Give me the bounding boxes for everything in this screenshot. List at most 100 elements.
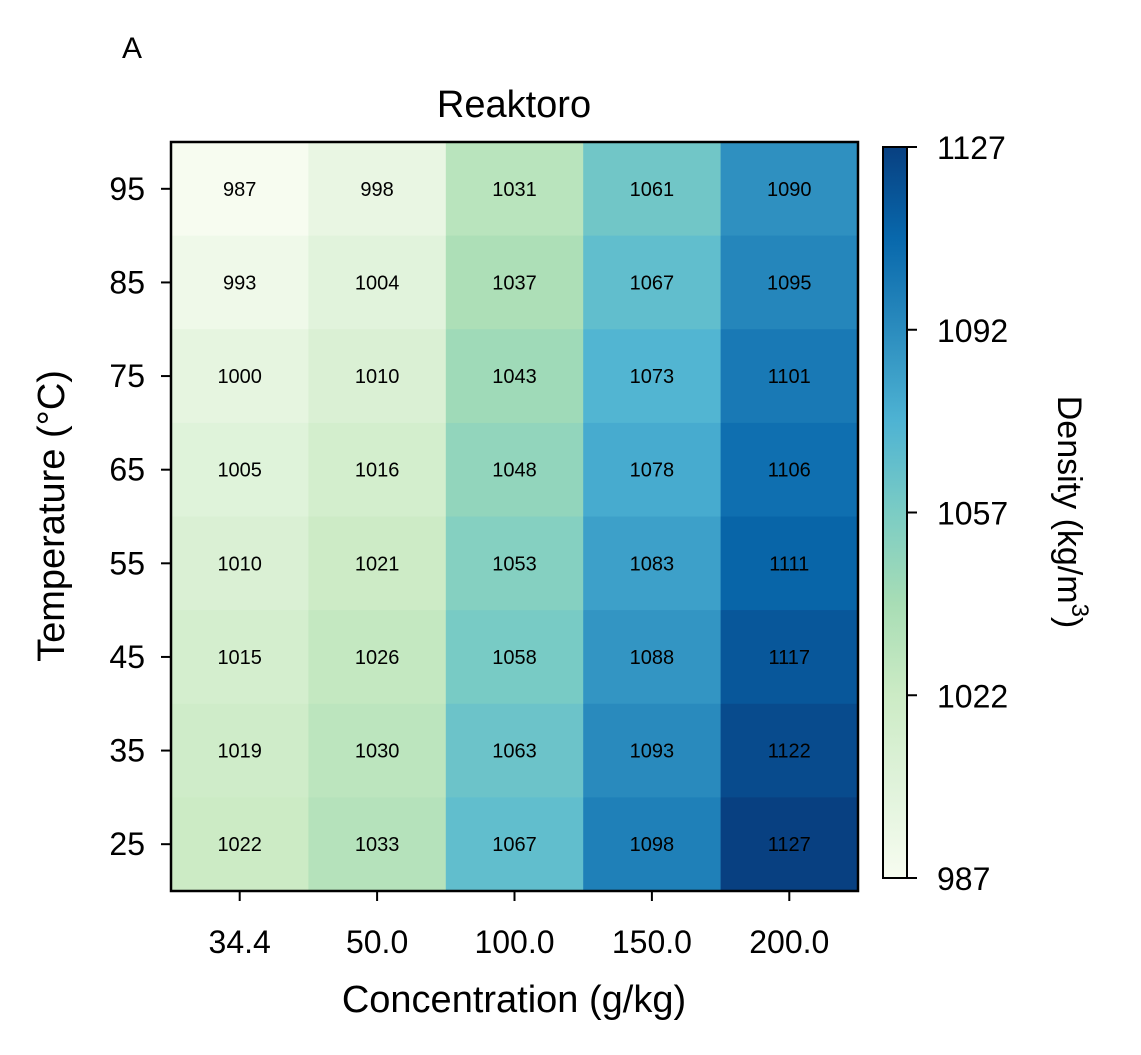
heatmap-cell (171, 235, 309, 330)
colorbar-label-superscript: 3 (1066, 604, 1093, 617)
heatmap-cell (171, 329, 309, 424)
cell-value-label: 1117 (769, 647, 811, 669)
cell-value-label: 1122 (768, 741, 811, 763)
colorbar-tick-label: 1092 (937, 313, 1008, 349)
cell-value-label: 993 (223, 272, 256, 294)
heatmap-cell (720, 703, 859, 798)
cell-value-label: 1078 (630, 460, 675, 482)
cell-value-label: 1004 (355, 272, 400, 294)
cell-value-label: 998 (360, 179, 393, 201)
cell-value-label: 1019 (217, 741, 262, 763)
heatmap-cell (583, 703, 722, 798)
heatmap-cell (720, 235, 859, 330)
x-tick-label: 150.0 (612, 924, 692, 960)
colorbar-tick-label: 1022 (937, 678, 1008, 714)
heatmap-cell (308, 329, 447, 424)
cell-value-label: 1037 (492, 272, 537, 294)
heatmap-cell (445, 610, 584, 705)
heatmap-cell (583, 142, 722, 237)
cell-value-label: 1010 (217, 553, 262, 575)
y-tick-label: 35 (109, 733, 145, 769)
heatmap-cell (171, 797, 309, 892)
heatmap-cell (720, 142, 859, 237)
heatmap-cell (308, 235, 447, 330)
cell-value-label: 1010 (355, 366, 400, 388)
heatmap-cell (583, 235, 722, 330)
colorbar-label-main: Density (kg/m (1050, 396, 1088, 604)
heatmap-cell (308, 422, 447, 518)
cell-value-label: 1063 (492, 741, 537, 763)
heatmap-cell (720, 422, 859, 518)
heatmap-cell (308, 703, 447, 798)
colorbar (882, 146, 908, 879)
chart-title: Reaktoro (437, 84, 591, 126)
heatmap-cell (308, 142, 447, 237)
cell-value-label: 1022 (217, 834, 262, 856)
cell-value-label: 1005 (217, 460, 262, 482)
cell-value-label: 1101 (768, 366, 811, 388)
heatmap-cell (445, 235, 584, 330)
heatmap-cell (583, 422, 722, 518)
colorbar-ticks: 1127 1092 1057 1022 987 (907, 130, 1008, 897)
x-tick-label: 50.0 (346, 924, 408, 960)
heatmap-cell (720, 610, 859, 705)
panel-label: A (122, 32, 142, 65)
x-tick-label: 200.0 (749, 924, 829, 960)
cell-value-label: 1127 (768, 834, 811, 856)
heatmap-cell (445, 703, 584, 798)
heatmap-cell-labels: 987 998 1031 1061 1090 993 1004 1037 1067 1095 100… (217, 179, 811, 856)
heatmap-cell (720, 516, 859, 611)
cell-value-label: 1048 (492, 460, 537, 482)
cell-value-label: 1090 (767, 179, 812, 201)
cell-value-label: 987 (223, 179, 256, 201)
heatmap-cell (583, 610, 722, 705)
cell-value-label: 1026 (355, 647, 400, 669)
cell-value-label: 1067 (492, 834, 537, 856)
colorbar-tick-label: 987 (937, 861, 990, 897)
heatmap-cell (308, 516, 447, 611)
heatmap-cell (583, 329, 722, 424)
y-tick-label: 85 (109, 264, 145, 300)
heatmap-cell (720, 797, 859, 892)
x-tick-label: 100.0 (474, 924, 554, 960)
heatmap-cell (308, 797, 447, 892)
heatmap-cell (720, 329, 859, 424)
y-tick-label: 45 (109, 639, 145, 675)
cell-value-label: 1088 (630, 647, 675, 669)
heatmap-cell (171, 142, 309, 237)
x-axis-ticks: 34.4 50.0 100.0 150.0 200.0 (209, 891, 829, 960)
heatmap-cell (445, 142, 584, 237)
heatmap-cell (583, 797, 722, 892)
y-tick-label: 65 (109, 452, 145, 488)
colorbar-label-close: ) (1050, 617, 1088, 628)
y-tick-label: 95 (109, 171, 145, 207)
heatmap-cell (445, 797, 584, 892)
cell-value-label: 1083 (630, 553, 675, 575)
heatmap-cells (171, 142, 859, 892)
y-tick-label: 75 (109, 358, 145, 394)
cell-value-label: 1016 (355, 460, 400, 482)
heatmap-cell (583, 516, 722, 611)
heatmap-cell (445, 422, 584, 518)
cell-value-label: 1093 (630, 741, 675, 763)
x-tick-label: 34.4 (209, 924, 271, 960)
cell-value-label: 1095 (767, 272, 812, 294)
cell-value-label: 1030 (355, 741, 400, 763)
heatmap-cell (445, 329, 584, 424)
heatmap-cell (445, 516, 584, 611)
cell-value-label: 1031 (492, 179, 537, 201)
cell-value-label: 1015 (217, 647, 262, 669)
cell-value-label: 1106 (768, 460, 811, 482)
y-axis-ticks: 95 85 75 65 55 45 35 25 (109, 171, 171, 862)
y-axis-label: Temperature (°C) (31, 370, 73, 662)
cell-value-label: 1111 (769, 553, 809, 575)
heatmap-cell (308, 610, 447, 705)
colorbar-label: Density (kg/m3) (1050, 396, 1093, 629)
colorbar-tick-label: 1127 (937, 130, 1006, 166)
heatmap-cell (171, 422, 309, 518)
colorbar-tick-label: 1057 (937, 496, 1008, 532)
y-tick-label: 55 (109, 545, 145, 581)
cell-value-label: 1043 (492, 366, 537, 388)
cell-value-label: 1073 (630, 366, 675, 388)
